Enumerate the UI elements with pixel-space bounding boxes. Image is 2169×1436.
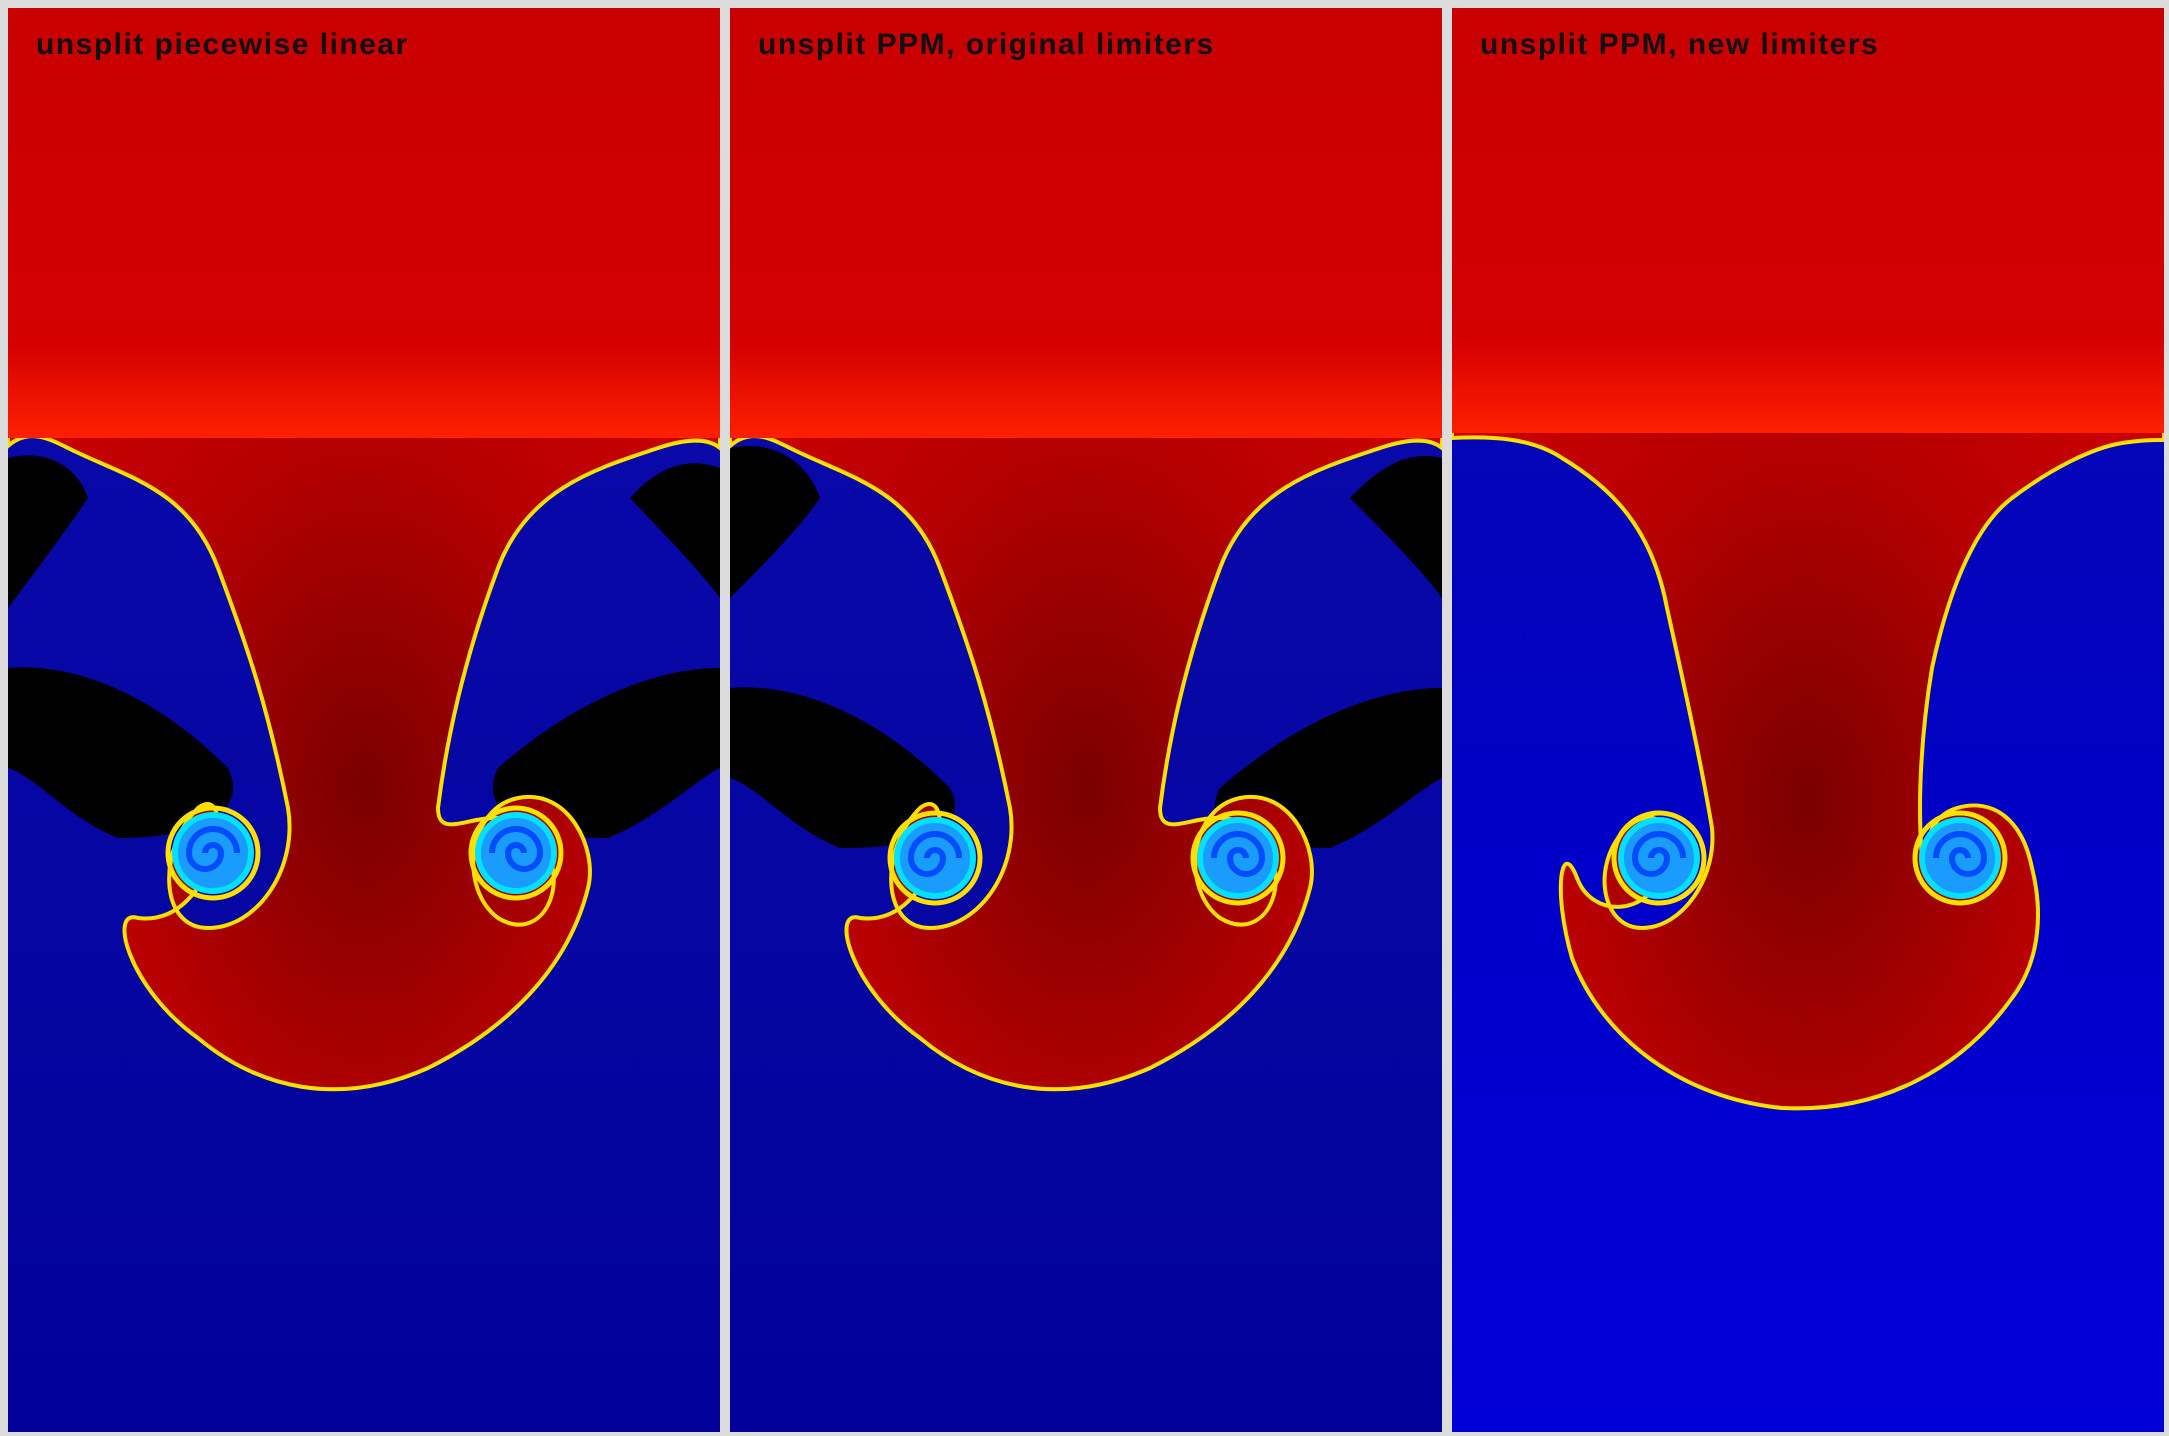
- panel-title: unsplit PPM, new limiters: [1480, 28, 1880, 61]
- panel-piecewise-linear: unsplit piecewise linear: [8, 8, 720, 1432]
- undershoot-region: [730, 687, 956, 848]
- undershoot-region: [630, 463, 720, 598]
- left-vortex-ring: [1611, 810, 1707, 906]
- right-vortex-ring: [468, 805, 564, 901]
- left-vortex-ring: [887, 810, 983, 906]
- left-vortex-spiral: [185, 826, 240, 872]
- right-vortex-ring: [1912, 810, 2008, 906]
- left-vortex-spiral: [907, 831, 962, 877]
- undershoot-region: [8, 455, 88, 608]
- rayleigh-taylor-plot: [730, 8, 1442, 1432]
- rayleigh-taylor-plot: [8, 8, 720, 1432]
- heavy-fluid-top: [8, 8, 720, 438]
- right-vortex-spiral: [1933, 831, 1988, 877]
- panel-title: unsplit piecewise linear: [36, 28, 409, 61]
- right-vortex-spiral: [489, 826, 544, 872]
- panel-ppm-original-limiters: unsplit PPM, original limiters: [730, 8, 1442, 1432]
- rayleigh-taylor-plot: [1452, 8, 2164, 1432]
- right-vortex-ring: [1190, 810, 1286, 906]
- undershoot-region: [8, 667, 234, 838]
- undershoot-region: [492, 668, 720, 838]
- panel-title: unsplit PPM, original limiters: [758, 28, 1215, 61]
- left-vortex-spiral: [1631, 831, 1686, 877]
- undershoot-region: [730, 446, 820, 598]
- heavy-fluid-top: [1452, 8, 2164, 433]
- panel-ppm-new-limiters: unsplit PPM, new limiters: [1452, 8, 2164, 1432]
- right-vortex-spiral: [1211, 831, 1266, 877]
- heavy-fluid-top: [730, 8, 1442, 438]
- left-vortex-ring: [165, 805, 261, 901]
- undershoot-region: [1350, 456, 1442, 598]
